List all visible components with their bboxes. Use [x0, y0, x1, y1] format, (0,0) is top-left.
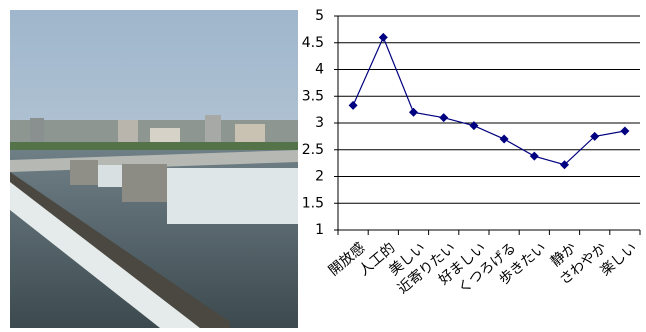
y-tick-label: 1.5	[302, 195, 324, 211]
marker	[379, 33, 388, 42]
marker	[439, 113, 448, 122]
figure: 11.522.533.544.55開放感人工的美しい近寄りたい好ましいくつろげる…	[0, 0, 646, 332]
y-tick-label: 4	[315, 62, 324, 78]
series-line	[353, 37, 625, 164]
marker	[530, 152, 539, 161]
y-tick-label: 3	[315, 115, 324, 131]
y-tick-label: 5	[315, 8, 324, 24]
marker	[500, 135, 509, 144]
marker	[620, 127, 629, 136]
y-tick-label: 3.5	[302, 88, 324, 104]
photo	[10, 10, 298, 328]
y-tick-label: 1	[315, 222, 324, 238]
y-tick-label: 2.5	[302, 142, 324, 158]
marker	[409, 108, 418, 117]
y-tick-label: 4.5	[302, 35, 324, 51]
marker	[349, 101, 358, 110]
y-tick-label: 2	[315, 169, 324, 185]
page: 11.522.533.544.55開放感人工的美しい近寄りたい好ましいくつろげる…	[0, 0, 646, 332]
